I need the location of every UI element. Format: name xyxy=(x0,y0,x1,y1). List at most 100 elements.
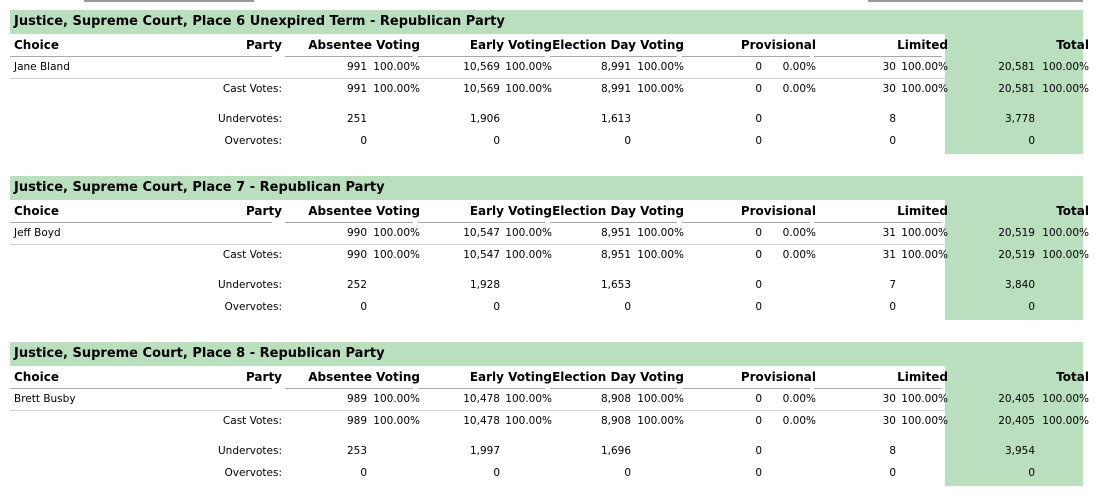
overvotes-label: Overvotes: xyxy=(224,467,282,479)
early-percent: 100.00% xyxy=(505,61,552,73)
absentee-cast-votes: 989 xyxy=(346,415,367,427)
column-header-election-day: Election Day Voting xyxy=(552,38,684,52)
row-separator xyxy=(10,410,945,411)
limited-percent: 100.00% xyxy=(901,227,948,239)
column-header-early: Early Voting xyxy=(469,38,552,52)
total-cast-percent: 100.00% xyxy=(1042,415,1089,427)
limited-overvotes: 0 xyxy=(889,301,896,313)
limited-percent: 100.00% xyxy=(901,393,948,405)
header-underline xyxy=(285,388,413,389)
limited-overvotes: 0 xyxy=(889,467,896,479)
limited-percent: 100.00% xyxy=(901,61,948,73)
provisional-overvotes: 0 xyxy=(755,301,762,313)
row-separator xyxy=(10,78,945,79)
spacer xyxy=(10,266,1083,274)
election_day-overvotes: 0 xyxy=(624,301,631,313)
early-overvotes: 0 xyxy=(493,301,500,313)
header-underline xyxy=(285,222,413,223)
candidate-row: Brett Busby 989 100.00% 10,478 100.00% 8,908 1… xyxy=(10,388,1089,410)
column-header-choice: Choice xyxy=(14,38,59,52)
header-underline xyxy=(418,388,545,389)
absentee-overvotes: 0 xyxy=(360,135,367,147)
column-header-limited: Limited xyxy=(897,38,948,52)
race-title: Justice, Supreme Court, Place 8 - Republ… xyxy=(10,342,1083,366)
overvotes-label: Overvotes: xyxy=(224,135,282,147)
column-header-limited: Limited xyxy=(897,204,948,218)
early-cast-votes: 10,569 xyxy=(463,83,500,95)
cast-votes-label: Cast Votes: xyxy=(222,415,282,427)
early-cast-percent: 100.00% xyxy=(505,415,552,427)
election_day-cast-votes: 8,908 xyxy=(600,415,631,427)
column-header-party: Party xyxy=(245,38,282,52)
total-undervotes: 3,840 xyxy=(1004,279,1035,291)
overvotes-row: Overvotes: 0 0 0 0 0 0 xyxy=(10,296,1083,318)
header-underline xyxy=(285,56,413,57)
limited-undervotes: 8 xyxy=(889,445,896,457)
header-underline xyxy=(418,56,545,57)
early-votes: 10,478 xyxy=(463,393,500,405)
header-underline xyxy=(550,222,677,223)
header-underline xyxy=(814,222,942,223)
early-overvotes: 0 xyxy=(493,467,500,479)
election_day-overvotes: 0 xyxy=(624,135,631,147)
limited-overvotes: 0 xyxy=(889,135,896,147)
column-header-provisional: Provisional xyxy=(740,370,816,384)
early-undervotes: 1,906 xyxy=(469,113,500,125)
provisional-cast-votes: 0 xyxy=(755,83,762,95)
early-cast-votes: 10,547 xyxy=(463,249,500,261)
cast-votes-row: Cast Votes: 991 100.00% 10,569 100.00% 8,991 1… xyxy=(10,78,1089,100)
overvotes-label: Overvotes: xyxy=(224,301,282,313)
provisional-overvotes: 0 xyxy=(755,467,762,479)
election_day-votes: 8,991 xyxy=(600,61,631,73)
provisional-undervotes: 0 xyxy=(755,445,762,457)
column-header-party: Party xyxy=(245,204,282,218)
early-percent: 100.00% xyxy=(505,393,552,405)
early-votes: 10,569 xyxy=(463,61,500,73)
column-header-election-day: Election Day Voting xyxy=(552,204,684,218)
column-header-row: Choice Party Absentee Voting Early Voting El… xyxy=(10,34,1089,56)
column-header-row: Choice Party Absentee Voting Early Voting El… xyxy=(10,366,1089,388)
early-votes: 10,547 xyxy=(463,227,500,239)
election_day-cast-percent: 100.00% xyxy=(637,83,684,95)
total-column-background xyxy=(945,34,1083,154)
overvotes-row: Overvotes: 0 0 0 0 0 0 xyxy=(10,462,1083,484)
election_day-votes: 8,951 xyxy=(600,227,631,239)
absentee-undervotes: 253 xyxy=(346,445,367,457)
provisional-votes: 0 xyxy=(755,61,762,73)
total-overvotes: 0 xyxy=(1028,467,1035,479)
column-header-choice: Choice xyxy=(14,204,59,218)
provisional-votes: 0 xyxy=(755,227,762,239)
early-cast-percent: 100.00% xyxy=(505,83,552,95)
provisional-cast-votes: 0 xyxy=(755,415,762,427)
absentee-cast-votes: 990 xyxy=(346,249,367,261)
header-underline xyxy=(10,56,272,57)
header-underline xyxy=(418,222,545,223)
absentee-cast-votes: 991 xyxy=(346,83,367,95)
limited-undervotes: 7 xyxy=(889,279,896,291)
cast-votes-label: Cast Votes: xyxy=(222,83,282,95)
candidate-name: Jeff Boyd xyxy=(14,227,61,239)
total-undervotes: 3,778 xyxy=(1004,113,1035,125)
early-cast-percent: 100.00% xyxy=(505,249,552,261)
total-percent: 100.00% xyxy=(1042,227,1089,239)
election_day-percent: 100.00% xyxy=(637,227,684,239)
race-title: Justice, Supreme Court, Place 6 Unexpire… xyxy=(10,10,1083,34)
column-header-total: Total xyxy=(1056,204,1089,218)
absentee-undervotes: 252 xyxy=(346,279,367,291)
election_day-cast-percent: 100.00% xyxy=(637,249,684,261)
undervotes-label: Undervotes: xyxy=(217,279,282,291)
column-header-absentee: Absentee Voting xyxy=(308,370,420,384)
total-cast-votes: 20,581 xyxy=(998,83,1035,95)
total-cast-votes: 20,519 xyxy=(998,249,1035,261)
election_day-percent: 100.00% xyxy=(637,61,684,73)
undervotes-label: Undervotes: xyxy=(217,445,282,457)
header-underline xyxy=(10,222,272,223)
election_day-undervotes: 1,613 xyxy=(600,113,631,125)
limited-cast-votes: 30 xyxy=(882,415,896,427)
total-votes: 20,581 xyxy=(998,61,1035,73)
total-cast-percent: 100.00% xyxy=(1042,83,1089,95)
total-votes: 20,405 xyxy=(998,393,1035,405)
absentee-overvotes: 0 xyxy=(360,301,367,313)
absentee-overvotes: 0 xyxy=(360,467,367,479)
limited-votes: 31 xyxy=(882,227,896,239)
